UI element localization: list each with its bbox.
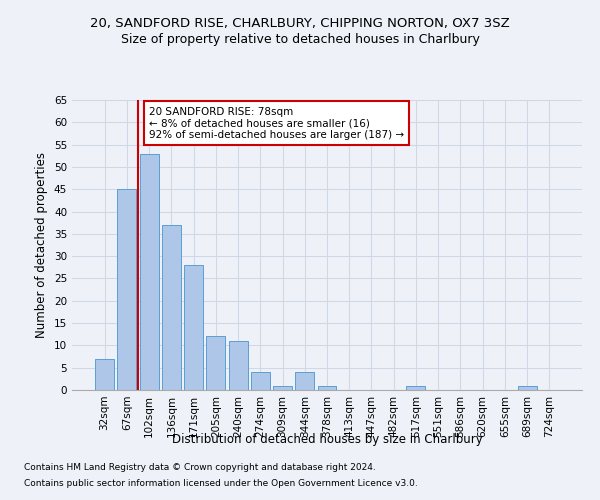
Bar — [184, 265, 203, 390]
Bar — [229, 341, 248, 390]
Text: Contains HM Land Registry data © Crown copyright and database right 2024.: Contains HM Land Registry data © Crown c… — [24, 464, 376, 472]
Bar — [273, 386, 292, 390]
Text: Size of property relative to detached houses in Charlbury: Size of property relative to detached ho… — [121, 32, 479, 46]
Bar — [251, 372, 270, 390]
Bar — [140, 154, 158, 390]
Bar — [118, 189, 136, 390]
Text: Contains public sector information licensed under the Open Government Licence v3: Contains public sector information licen… — [24, 478, 418, 488]
Bar — [95, 359, 114, 390]
Bar — [206, 336, 225, 390]
Bar — [317, 386, 337, 390]
Text: 20, SANDFORD RISE, CHARLBURY, CHIPPING NORTON, OX7 3SZ: 20, SANDFORD RISE, CHARLBURY, CHIPPING N… — [90, 18, 510, 30]
Bar — [162, 225, 181, 390]
Y-axis label: Number of detached properties: Number of detached properties — [35, 152, 49, 338]
Text: 20 SANDFORD RISE: 78sqm
← 8% of detached houses are smaller (16)
92% of semi-det: 20 SANDFORD RISE: 78sqm ← 8% of detached… — [149, 106, 404, 140]
Bar — [295, 372, 314, 390]
Text: Distribution of detached houses by size in Charlbury: Distribution of detached houses by size … — [172, 432, 482, 446]
Bar — [406, 386, 425, 390]
Bar — [518, 386, 536, 390]
